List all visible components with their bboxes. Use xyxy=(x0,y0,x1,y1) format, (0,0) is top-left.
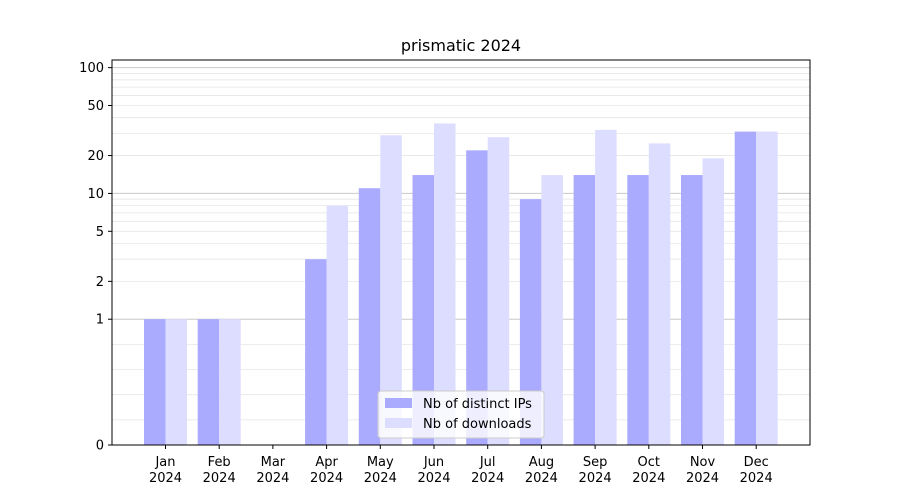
x-tick-label-year: 2024 xyxy=(579,471,612,486)
bar-distinct-ips xyxy=(412,175,434,446)
x-tick-label-month: Dec xyxy=(744,455,769,470)
x-tick-label-year: 2024 xyxy=(417,471,450,486)
x-tick-label-month: Jan xyxy=(154,455,175,470)
x-tick-label-month: Aug xyxy=(529,455,554,470)
x-tick-label-year: 2024 xyxy=(203,471,236,486)
y-tick-label: 50 xyxy=(87,99,104,114)
x-tick-label-year: 2024 xyxy=(364,471,397,486)
x-tick-label-year: 2024 xyxy=(310,471,343,486)
y-tick-label: 10 xyxy=(87,187,104,202)
x-tick-label-year: 2024 xyxy=(256,471,289,486)
legend-label: Nb of distinct IPs xyxy=(423,397,532,412)
x-tick-label-month: Jun xyxy=(423,455,444,470)
bar-downloads xyxy=(487,137,510,445)
bar-distinct-ips xyxy=(734,131,757,445)
legend: Nb of distinct IPs Nb of downloads xyxy=(377,390,545,439)
x-tick-label-month: Nov xyxy=(690,455,716,470)
bar-distinct-ips xyxy=(519,199,542,445)
bar-downloads xyxy=(702,158,724,445)
x-tick-label-month: Jul xyxy=(479,455,496,470)
bar-downloads xyxy=(648,143,671,445)
x-tick-label-year: 2024 xyxy=(740,471,773,486)
x-tick-label-month: Sep xyxy=(583,455,608,470)
bars xyxy=(144,123,778,446)
bar-downloads xyxy=(219,319,241,445)
x-tick-label-year: 2024 xyxy=(686,471,719,486)
x-axis: Jan2024Feb2024Mar2024Apr2024May2024Jun20… xyxy=(149,445,773,486)
bar-distinct-ips xyxy=(681,175,703,446)
y-tick-label: 100 xyxy=(79,61,104,76)
y-tick-label: 5 xyxy=(96,225,104,240)
y-tick-label: 2 xyxy=(96,275,104,290)
bar-distinct-ips xyxy=(627,175,649,446)
x-tick-label-year: 2024 xyxy=(149,471,182,486)
bar-downloads xyxy=(541,175,563,446)
y-tick-label: 1 xyxy=(96,313,104,328)
x-tick-label-month: May xyxy=(367,455,394,470)
y-tick-label: 20 xyxy=(87,149,104,164)
legend-label: Nb of downloads xyxy=(423,417,532,432)
plot-frame xyxy=(111,59,811,446)
y-axis: 0 1 2 5 10 20 50 100 xyxy=(79,61,112,454)
x-tick-label-year: 2024 xyxy=(632,471,665,486)
bar-distinct-ips xyxy=(573,175,596,446)
x-tick-label-month: Mar xyxy=(261,455,286,470)
bar-distinct-ips xyxy=(358,188,381,445)
legend-box xyxy=(377,390,545,439)
bar-downloads xyxy=(434,123,456,446)
x-tick-label-month: Oct xyxy=(638,455,660,470)
x-tick-label-year: 2024 xyxy=(471,471,504,486)
bar-downloads xyxy=(165,319,187,445)
chart-title: prismatic 2024 xyxy=(401,36,521,55)
bar-distinct-ips xyxy=(197,319,220,445)
x-tick-label-year: 2024 xyxy=(525,471,558,486)
y-tick-label: 0 xyxy=(96,439,104,454)
grid-lines xyxy=(112,67,810,421)
bar-distinct-ips xyxy=(305,259,327,445)
bar-downloads xyxy=(595,129,617,446)
bar-downloads xyxy=(756,131,778,445)
bar-downloads xyxy=(326,205,349,445)
bar-distinct-ips xyxy=(466,150,488,445)
x-tick-label-month: Feb xyxy=(208,455,231,470)
legend-swatch xyxy=(385,398,412,408)
legend-swatch xyxy=(385,418,412,428)
bar-downloads xyxy=(380,135,402,445)
x-tick-label-month: Apr xyxy=(315,455,338,470)
bar-distinct-ips xyxy=(144,319,166,445)
